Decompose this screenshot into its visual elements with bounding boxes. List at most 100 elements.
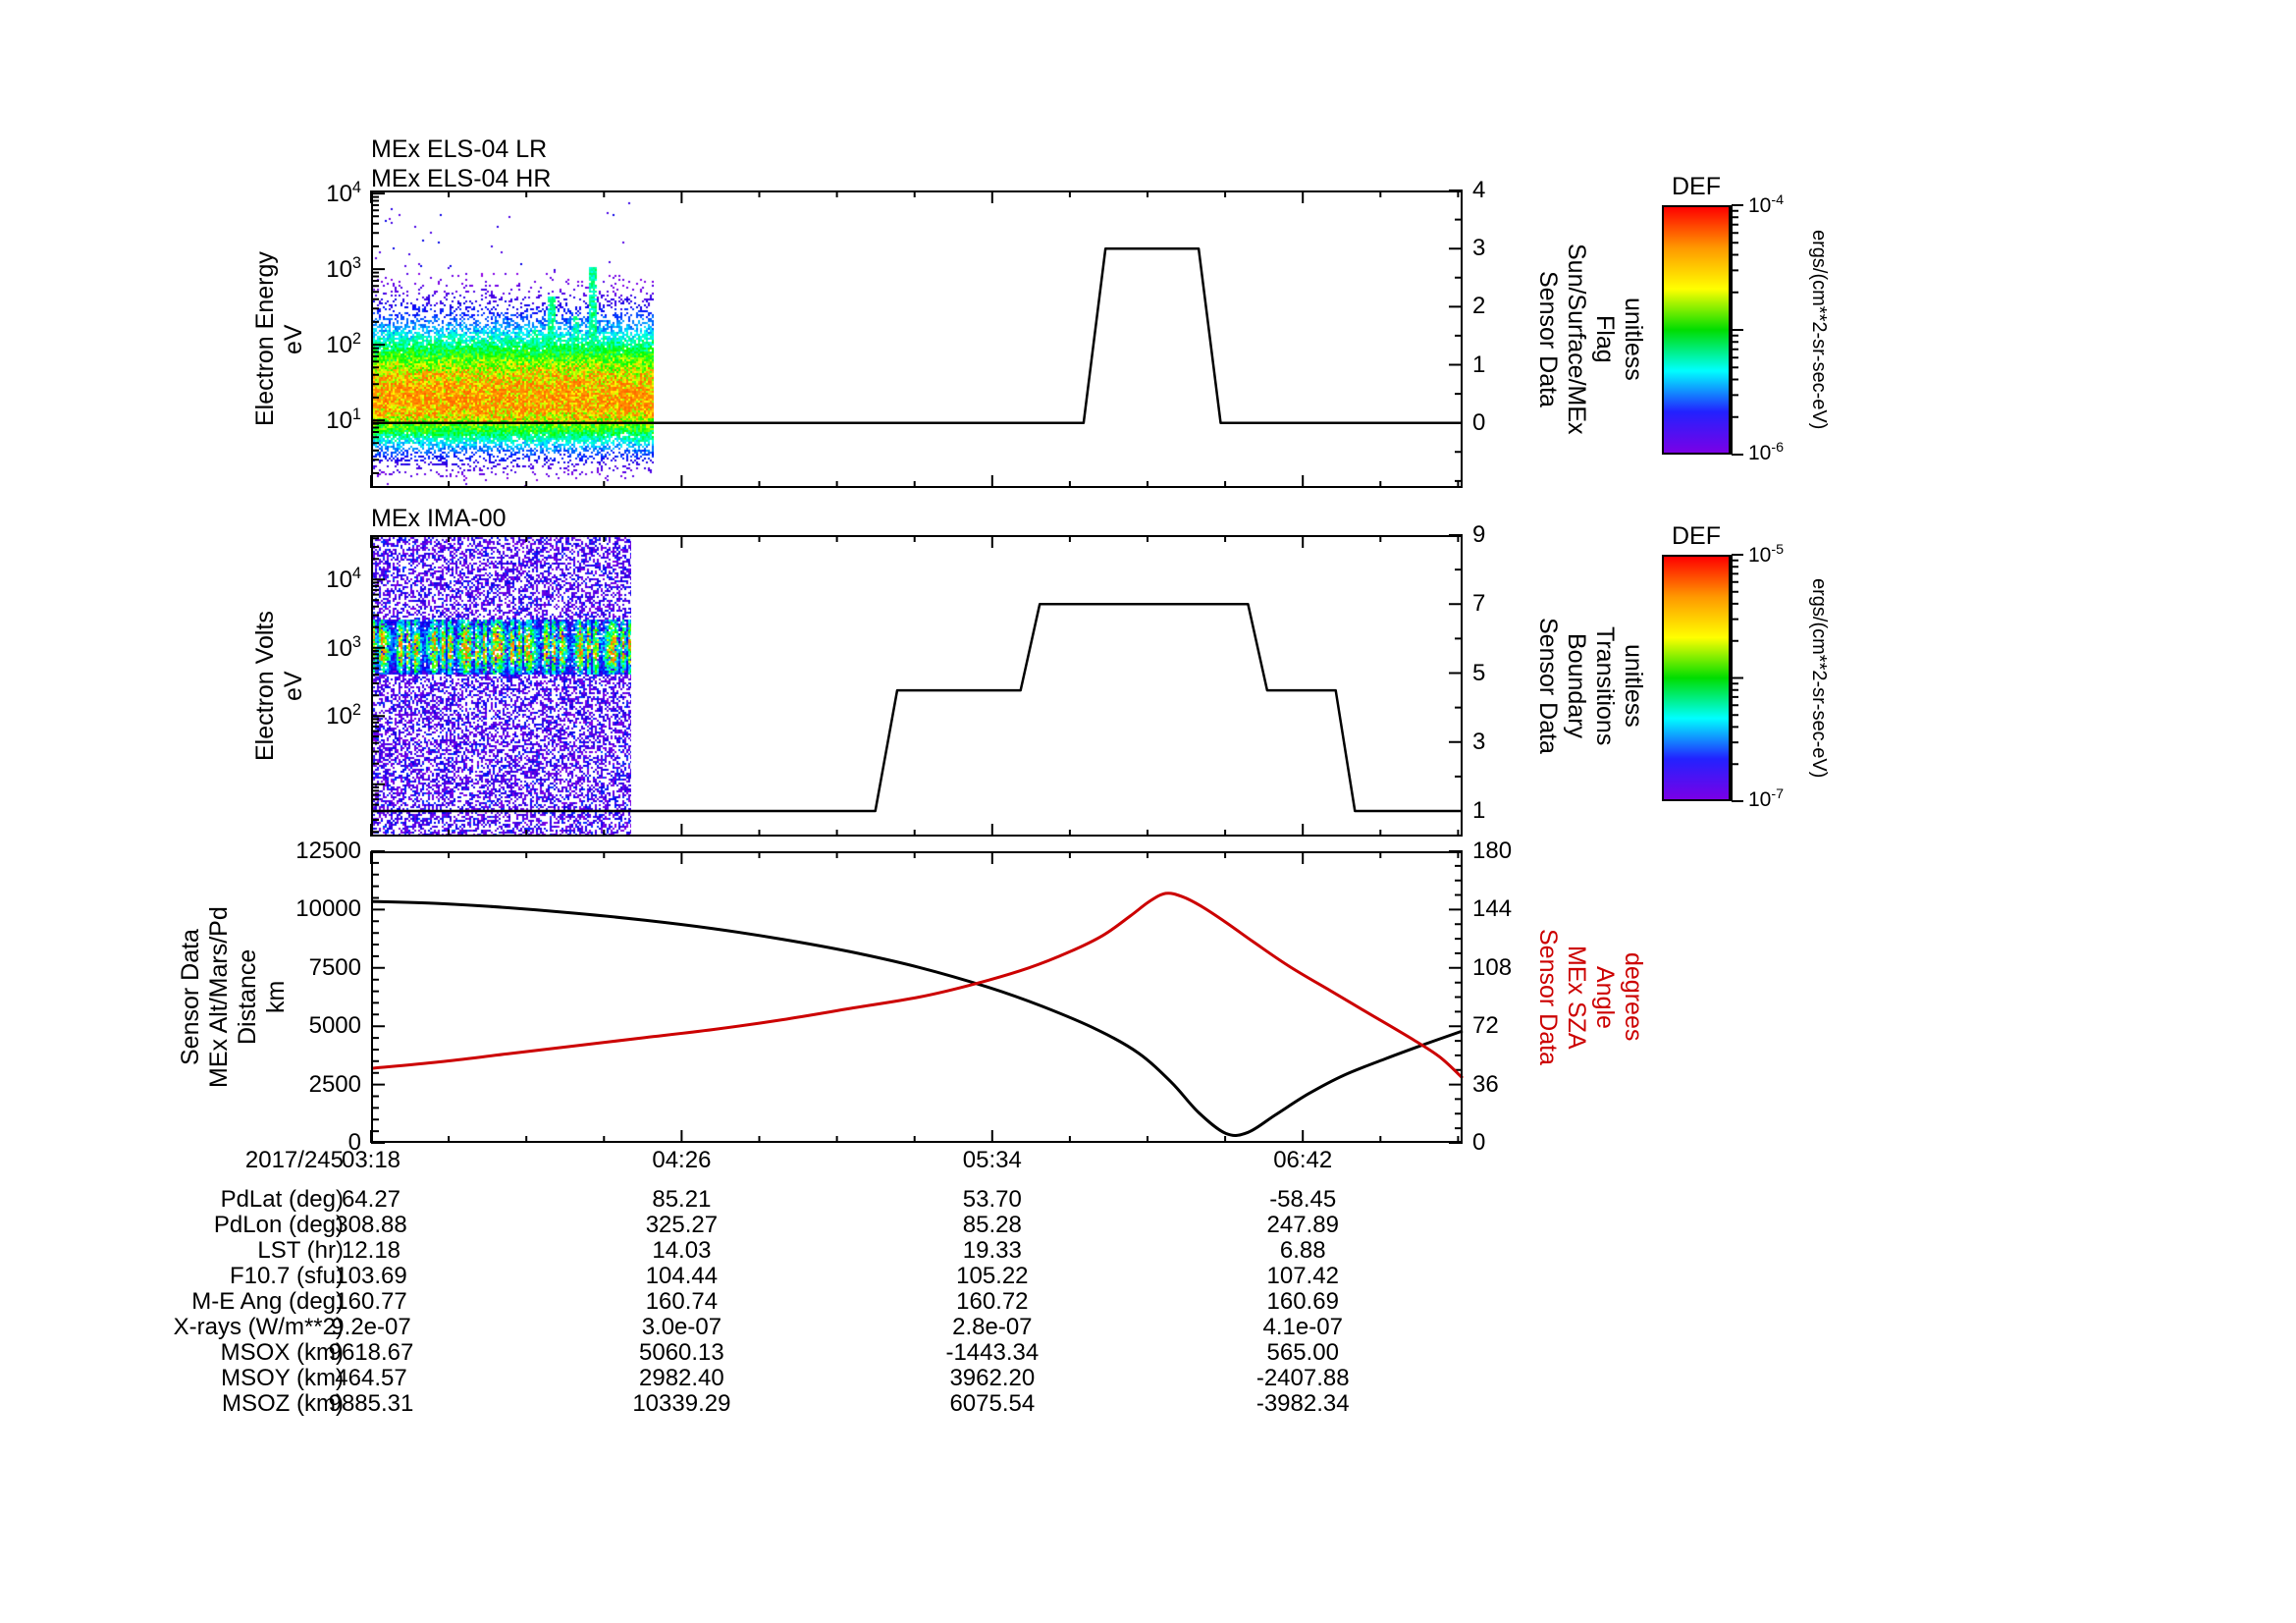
els-spectrogram-panel xyxy=(370,189,1463,488)
panel-ima-rtick-label: 9 xyxy=(1472,521,1486,548)
ima-title: MEx IMA-00 xyxy=(371,505,507,532)
table-value: 107.42 xyxy=(1266,1263,1339,1289)
colorbar-axis xyxy=(1731,204,1743,456)
panel-els-ytick-label: 103 xyxy=(326,254,361,284)
table-row-label: MSOY (km) xyxy=(221,1365,344,1391)
eph-rtick-label: 0 xyxy=(1472,1129,1486,1156)
eph-ytick-label: 10000 xyxy=(295,895,361,923)
table-row-label: MSOZ (km) xyxy=(222,1390,344,1417)
exponent: 2 xyxy=(351,701,361,720)
table-value: -3982.34 xyxy=(1255,1390,1350,1417)
eph-ytick-label: 0 xyxy=(347,1129,361,1156)
panel-els-rtick-label: 4 xyxy=(1472,177,1486,203)
panel-els-rtick-label: 0 xyxy=(1472,408,1486,436)
exponent: 4 xyxy=(351,565,361,583)
table-value: 160.74 xyxy=(645,1288,719,1315)
panel-ima-rtick-label: 1 xyxy=(1472,797,1486,824)
table-value: 325.27 xyxy=(645,1212,719,1238)
colorbar-tick-top: 10-5 xyxy=(1748,542,1785,567)
mex-distance-line xyxy=(370,899,1464,1137)
table-value: 247.89 xyxy=(1266,1212,1339,1238)
table-value: 565.00 xyxy=(1266,1339,1339,1366)
x-tick-label: 04:26 xyxy=(652,1147,712,1173)
panel-els-canvas xyxy=(371,190,654,488)
eph-ytick-label: 7500 xyxy=(308,953,361,981)
mex-sza-line xyxy=(370,892,1465,1080)
table-value: 2.8e-07 xyxy=(952,1314,1033,1340)
eph-rtick-label: 180 xyxy=(1472,838,1513,864)
eph-ytick-label: 12500 xyxy=(295,838,361,864)
table-row-label: F10.7 (sfu) xyxy=(229,1263,344,1289)
x-tick-label: 05:34 xyxy=(962,1147,1022,1173)
colorbar-gradient xyxy=(1662,205,1731,455)
table-value: 85.21 xyxy=(652,1186,712,1213)
eph-rtick-label: 36 xyxy=(1472,1070,1499,1098)
table-value: 308.88 xyxy=(335,1212,407,1238)
exponent: -6 xyxy=(1771,440,1785,456)
ephemeris-panel xyxy=(370,850,1465,1144)
table-value: 10339.29 xyxy=(632,1390,731,1417)
exponent: 4 xyxy=(351,179,361,197)
exponent: 3 xyxy=(351,254,361,273)
table-value: 4.1e-07 xyxy=(1262,1314,1343,1340)
panel-ima-rtick-label: 5 xyxy=(1472,659,1486,686)
ephemeris-overlay xyxy=(370,850,1465,1144)
colorbar-ima-title: DEF xyxy=(1672,522,1721,550)
table-value: 3962.20 xyxy=(949,1365,1036,1391)
table-row-label: M-E Ang (deg) xyxy=(191,1288,344,1315)
eph-rtick-label: 72 xyxy=(1472,1012,1499,1040)
table-value: 104.44 xyxy=(645,1263,719,1289)
colorbar-tick-bottom: 10-6 xyxy=(1748,440,1785,464)
colorbar-els-title: DEF xyxy=(1672,173,1721,200)
table-row-label: LST (hr) xyxy=(257,1237,344,1264)
els-title-lr: MEx ELS-04 LR xyxy=(371,135,548,163)
table-value: 103.69 xyxy=(335,1263,407,1289)
panel-ima-rtick-label: 3 xyxy=(1472,728,1486,755)
exponent: 3 xyxy=(351,632,361,651)
table-value: 2982.40 xyxy=(639,1365,724,1391)
table-value: 105.22 xyxy=(956,1263,1029,1289)
eph-rtick-label: 144 xyxy=(1472,895,1513,923)
panel-ima-rtick-label: 7 xyxy=(1472,590,1486,618)
colorbar-axis xyxy=(1731,554,1743,802)
panel-ima-ytick-label: 102 xyxy=(326,701,361,730)
table-value: 14.03 xyxy=(652,1237,712,1264)
eph-sza-axis-label: Sensor Data MEx SZA Angle degrees xyxy=(1534,929,1647,1065)
table-row-label: MSOX (km) xyxy=(220,1339,344,1366)
exponent: -5 xyxy=(1771,542,1785,558)
table-value: -1443.34 xyxy=(945,1339,1040,1366)
eph-ytick-label: 5000 xyxy=(308,1012,361,1040)
panel-ima-ytick-label: 103 xyxy=(326,632,361,662)
table-value: 160.69 xyxy=(1266,1288,1339,1315)
panel-els-line xyxy=(371,246,1463,424)
table-value: 12.18 xyxy=(341,1237,401,1264)
panel-els-overlay xyxy=(370,189,1463,488)
els-title-hr: MEx ELS-04 HR xyxy=(371,165,552,192)
panel-ima-overlay xyxy=(370,534,1463,837)
colorbar-els-units: ergs/(cm**2-sr-sec-eV) xyxy=(1808,230,1830,430)
panel-ima-line xyxy=(371,603,1463,813)
exponent: -4 xyxy=(1771,192,1785,208)
panel-els-ytick-label: 104 xyxy=(326,179,361,208)
table-value: 6075.54 xyxy=(949,1390,1036,1417)
table-row-label: X-rays (W/m**2) xyxy=(173,1314,344,1340)
panel-els-ytick-label: 101 xyxy=(326,406,361,435)
table-value: 53.70 xyxy=(962,1186,1022,1213)
colorbar-gradient xyxy=(1662,555,1731,801)
panel-els-rtick-label: 1 xyxy=(1472,351,1486,378)
x-tick-label: 03:18 xyxy=(341,1147,401,1173)
table-value: -2407.88 xyxy=(1255,1365,1350,1391)
table-value: 160.77 xyxy=(335,1288,407,1315)
panel-els-rtick-label: 3 xyxy=(1472,235,1486,262)
table-value: 64.27 xyxy=(341,1186,401,1213)
ima-spectrogram-panel xyxy=(370,534,1463,837)
ima-right-axis-label: Sensor Data Boundary Transitions unitles… xyxy=(1534,618,1647,754)
panel-ima-ytick-label: 104 xyxy=(326,565,361,594)
table-value: 9618.67 xyxy=(328,1339,414,1366)
table-value: 5060.13 xyxy=(639,1339,724,1366)
table-row-label: PdLat (deg) xyxy=(220,1186,344,1213)
panel-ima-canvas xyxy=(371,535,631,837)
table-value: -58.45 xyxy=(1269,1186,1337,1213)
table-row-label: PdLon (deg) xyxy=(213,1212,344,1238)
